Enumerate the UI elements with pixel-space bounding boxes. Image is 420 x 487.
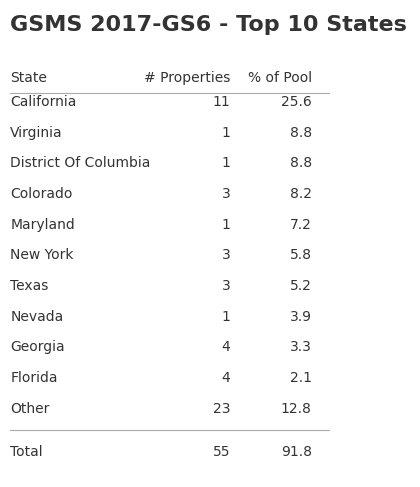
Text: 3: 3: [222, 187, 231, 201]
Text: 12.8: 12.8: [281, 402, 312, 416]
Text: 4: 4: [222, 371, 231, 385]
Text: Other: Other: [10, 402, 50, 416]
Text: 8.8: 8.8: [290, 126, 312, 140]
Text: State: State: [10, 71, 47, 85]
Text: 1: 1: [221, 310, 231, 324]
Text: 8.8: 8.8: [290, 156, 312, 170]
Text: 8.2: 8.2: [290, 187, 312, 201]
Text: 23: 23: [213, 402, 231, 416]
Text: Texas: Texas: [10, 279, 49, 293]
Text: 2.1: 2.1: [290, 371, 312, 385]
Text: District Of Columbia: District Of Columbia: [10, 156, 150, 170]
Text: California: California: [10, 95, 76, 109]
Text: 3: 3: [222, 248, 231, 262]
Text: 3.3: 3.3: [290, 340, 312, 355]
Text: 1: 1: [221, 218, 231, 232]
Text: Total: Total: [10, 445, 43, 459]
Text: GSMS 2017-GS6 - Top 10 States: GSMS 2017-GS6 - Top 10 States: [10, 15, 407, 35]
Text: 3.9: 3.9: [290, 310, 312, 324]
Text: 55: 55: [213, 445, 231, 459]
Text: 4: 4: [222, 340, 231, 355]
Text: 5.2: 5.2: [290, 279, 312, 293]
Text: Maryland: Maryland: [10, 218, 75, 232]
Text: Nevada: Nevada: [10, 310, 63, 324]
Text: 25.6: 25.6: [281, 95, 312, 109]
Text: 1: 1: [221, 156, 231, 170]
Text: 11: 11: [213, 95, 231, 109]
Text: Florida: Florida: [10, 371, 58, 385]
Text: # Properties: # Properties: [144, 71, 231, 85]
Text: Georgia: Georgia: [10, 340, 65, 355]
Text: % of Pool: % of Pool: [248, 71, 312, 85]
Text: 1: 1: [221, 126, 231, 140]
Text: 91.8: 91.8: [281, 445, 312, 459]
Text: 5.8: 5.8: [290, 248, 312, 262]
Text: Virginia: Virginia: [10, 126, 63, 140]
Text: Colorado: Colorado: [10, 187, 73, 201]
Text: 7.2: 7.2: [290, 218, 312, 232]
Text: New York: New York: [10, 248, 74, 262]
Text: 3: 3: [222, 279, 231, 293]
